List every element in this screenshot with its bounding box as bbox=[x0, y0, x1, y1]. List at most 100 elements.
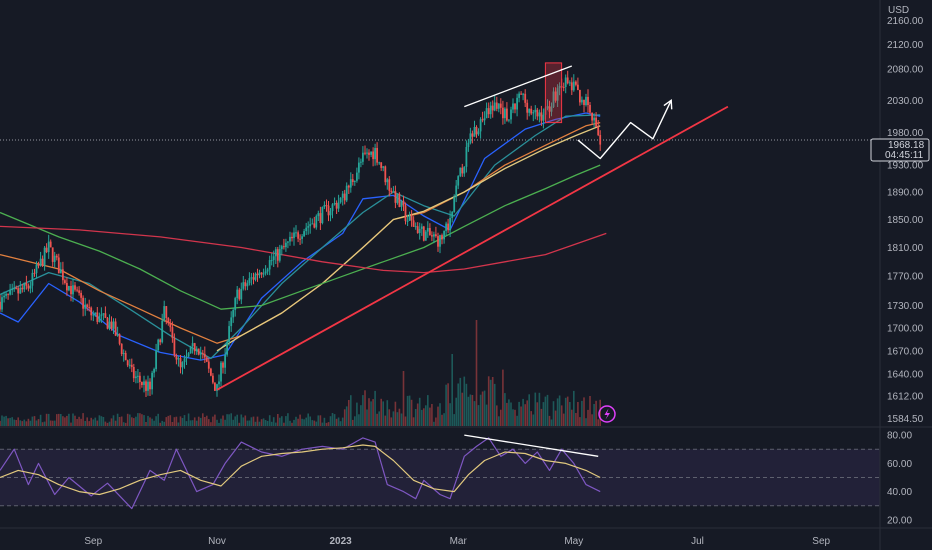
candle-body bbox=[506, 108, 508, 121]
support-trendline[interactable] bbox=[216, 105, 729, 391]
candle-body bbox=[465, 147, 468, 167]
volume-bar bbox=[293, 419, 295, 426]
time-tick-label: Nov bbox=[208, 536, 226, 547]
candle-body bbox=[214, 382, 216, 391]
volume-bar bbox=[303, 419, 305, 426]
volume-bar bbox=[47, 413, 50, 426]
rsi-divergence-line[interactable] bbox=[464, 434, 599, 457]
highlight-box[interactable] bbox=[544, 62, 563, 124]
time-axis[interactable]: Sep Nov 2023 Mar May Jul Sep bbox=[84, 536, 830, 547]
volume-bar bbox=[508, 399, 510, 426]
volume-bar bbox=[593, 404, 595, 426]
candle-body bbox=[542, 114, 545, 121]
candle-body bbox=[147, 381, 149, 391]
volume-bar bbox=[3, 416, 5, 426]
drawings[interactable] bbox=[216, 62, 729, 391]
candle-body bbox=[499, 103, 502, 108]
volume-bar bbox=[445, 384, 447, 426]
volume-bar bbox=[254, 421, 257, 426]
volume-bar bbox=[204, 417, 206, 426]
candle-body bbox=[473, 127, 476, 137]
candles bbox=[0, 70, 602, 397]
candle-body bbox=[244, 282, 247, 287]
candle-body bbox=[362, 152, 364, 162]
candle-body bbox=[116, 334, 119, 336]
volume-bar bbox=[147, 415, 149, 426]
candle-body bbox=[297, 232, 299, 239]
volume-bar bbox=[327, 422, 330, 426]
candle-body bbox=[49, 241, 52, 248]
lightning-icon[interactable] bbox=[598, 405, 616, 423]
volume-bar bbox=[374, 390, 376, 426]
volume-bar bbox=[412, 417, 415, 426]
rsi-panel[interactable] bbox=[0, 434, 880, 510]
volume-bar bbox=[133, 418, 135, 426]
price-tick-label: 1770.00 bbox=[887, 272, 924, 283]
candle-body bbox=[556, 88, 559, 101]
volume-bar bbox=[124, 422, 127, 426]
volume-bar bbox=[256, 416, 259, 426]
volume-bar bbox=[279, 417, 281, 426]
candle-body bbox=[143, 381, 145, 385]
candle-body bbox=[396, 193, 399, 203]
volume-bar bbox=[114, 420, 117, 426]
volume-bar bbox=[108, 421, 111, 426]
volume-bar bbox=[317, 415, 320, 426]
candle-body bbox=[64, 280, 66, 283]
volume-bar bbox=[275, 422, 277, 426]
volume-bar bbox=[35, 420, 38, 426]
candle-body bbox=[17, 288, 20, 294]
candle-body bbox=[252, 277, 255, 280]
projection-path[interactable] bbox=[577, 99, 672, 160]
candle-body bbox=[289, 236, 291, 242]
volume-bar bbox=[372, 399, 374, 426]
volume-bar bbox=[589, 396, 591, 426]
candle-body bbox=[528, 108, 531, 113]
volume-bar bbox=[421, 409, 423, 426]
volume-bar bbox=[554, 410, 557, 426]
candle-body bbox=[39, 258, 42, 266]
volume-bar bbox=[5, 415, 7, 426]
candle-body bbox=[287, 241, 289, 243]
candle-body bbox=[386, 179, 389, 183]
candle-body bbox=[583, 99, 585, 105]
volume-bar bbox=[210, 422, 212, 426]
volume-bar bbox=[465, 383, 468, 426]
candle-body bbox=[540, 112, 543, 121]
volume-bar bbox=[406, 395, 409, 426]
candle-body bbox=[37, 264, 40, 266]
candle-body bbox=[459, 167, 462, 177]
rsi-axis[interactable]: 20.00 40.00 60.00 80.00 bbox=[887, 431, 912, 527]
volume-bar bbox=[96, 420, 99, 426]
candle-body bbox=[353, 180, 356, 182]
price-axis[interactable]: USD 1584.50 1612.00 1640.00 1670.00 1700.00 1… bbox=[887, 5, 924, 425]
price-tick-label: 1612.00 bbox=[887, 392, 924, 403]
candle-body bbox=[130, 364, 133, 367]
volume-bar bbox=[0, 420, 1, 426]
candle-body bbox=[226, 341, 228, 355]
candle-body bbox=[526, 102, 529, 113]
volume-bar bbox=[506, 402, 508, 426]
candle-body bbox=[489, 105, 492, 115]
candle-body bbox=[94, 312, 97, 315]
volume-bar bbox=[214, 414, 216, 426]
candle-body bbox=[481, 119, 484, 121]
price-tick-label: 1700.00 bbox=[887, 324, 924, 335]
volume-bar bbox=[82, 413, 84, 426]
moving-average-line bbox=[0, 164, 601, 310]
volume-bar bbox=[163, 421, 165, 426]
volume-bar bbox=[354, 416, 356, 426]
volume-bar bbox=[299, 414, 301, 426]
volume-bar bbox=[309, 416, 311, 426]
projection-arrowhead[interactable] bbox=[663, 98, 673, 110]
candle-body bbox=[25, 282, 28, 286]
volume-bar bbox=[195, 420, 198, 426]
candle-body bbox=[283, 246, 285, 248]
candle-body bbox=[566, 77, 569, 84]
candle-body bbox=[339, 197, 342, 203]
candle-body bbox=[53, 255, 56, 262]
candle-body bbox=[274, 249, 277, 257]
resistance-line[interactable] bbox=[464, 65, 573, 108]
